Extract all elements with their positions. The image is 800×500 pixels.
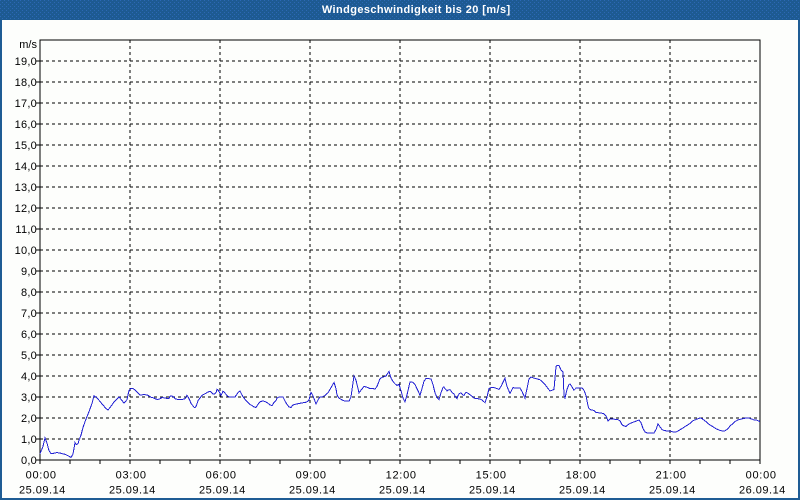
svg-text:00:00: 00:00 [26,470,57,482]
svg-text:6,0: 6,0 [21,329,37,341]
svg-text:25.09.14: 25.09.14 [19,485,66,497]
svg-text:25.09.14: 25.09.14 [199,485,246,497]
svg-text:25.09.14: 25.09.14 [469,485,516,497]
svg-text:0,0: 0,0 [21,455,37,467]
svg-text:16,0: 16,0 [15,119,37,131]
svg-text:00:00: 00:00 [746,470,777,482]
svg-text:18:00: 18:00 [566,470,597,482]
svg-text:25.09.14: 25.09.14 [289,485,336,497]
svg-text:m/s: m/s [19,39,37,51]
svg-text:12:00: 12:00 [386,470,417,482]
svg-text:25.09.14: 25.09.14 [109,485,156,497]
svg-text:14,0: 14,0 [15,161,37,173]
svg-text:Windgeschwindigkeit bis 20 [m/: Windgeschwindigkeit bis 20 [m/s] [322,4,511,16]
svg-text:15:00: 15:00 [476,470,507,482]
svg-text:3,0: 3,0 [21,392,37,404]
svg-text:25.09.14: 25.09.14 [379,485,426,497]
svg-text:21:00: 21:00 [656,470,687,482]
svg-text:26.09.14: 26.09.14 [739,485,786,497]
svg-text:5,0: 5,0 [21,350,37,362]
svg-text:25.09.14: 25.09.14 [559,485,606,497]
svg-text:06:00: 06:00 [206,470,237,482]
svg-text:11,0: 11,0 [15,224,37,236]
svg-text:7,0: 7,0 [21,308,37,320]
svg-text:10,0: 10,0 [15,245,37,257]
svg-text:03:00: 03:00 [116,470,147,482]
svg-text:2,0: 2,0 [21,413,37,425]
svg-text:1,0: 1,0 [21,434,37,446]
svg-text:19,0: 19,0 [15,56,37,68]
svg-text:9,0: 9,0 [21,266,37,278]
svg-text:15,0: 15,0 [15,140,37,152]
svg-text:13,0: 13,0 [15,182,37,194]
svg-text:09:00: 09:00 [296,470,327,482]
svg-text:4,0: 4,0 [21,371,37,383]
svg-text:18,0: 18,0 [15,77,37,89]
svg-text:17,0: 17,0 [15,98,37,110]
svg-text:25.09.14: 25.09.14 [649,485,696,497]
svg-text:8,0: 8,0 [21,287,37,299]
svg-text:12,0: 12,0 [15,203,37,215]
